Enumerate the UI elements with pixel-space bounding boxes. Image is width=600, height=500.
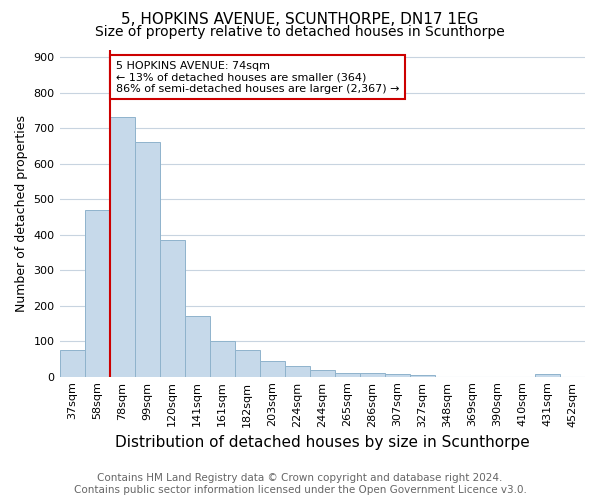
Bar [410,375,435,376]
Bar [360,373,385,376]
Bar [59,350,85,376]
Text: Size of property relative to detached houses in Scunthorpe: Size of property relative to detached ho… [95,25,505,39]
Bar [209,341,235,376]
Text: 5, HOPKINS AVENUE, SCUNTHORPE, DN17 1EG: 5, HOPKINS AVENUE, SCUNTHORPE, DN17 1EG [121,12,479,28]
Bar [310,370,335,376]
Bar [285,366,310,376]
Bar [260,360,285,376]
X-axis label: Distribution of detached houses by size in Scunthorpe: Distribution of detached houses by size … [115,435,530,450]
Y-axis label: Number of detached properties: Number of detached properties [15,115,28,312]
Bar [385,374,410,376]
Bar [110,118,134,376]
Bar [335,373,360,376]
Bar [160,240,185,376]
Bar [85,210,110,376]
Bar [134,142,160,376]
Bar [185,316,209,376]
Bar [535,374,560,376]
Text: Contains HM Land Registry data © Crown copyright and database right 2024.
Contai: Contains HM Land Registry data © Crown c… [74,474,526,495]
Text: 5 HOPKINS AVENUE: 74sqm
← 13% of detached houses are smaller (364)
86% of semi-d: 5 HOPKINS AVENUE: 74sqm ← 13% of detache… [116,60,400,94]
Bar [235,350,260,376]
